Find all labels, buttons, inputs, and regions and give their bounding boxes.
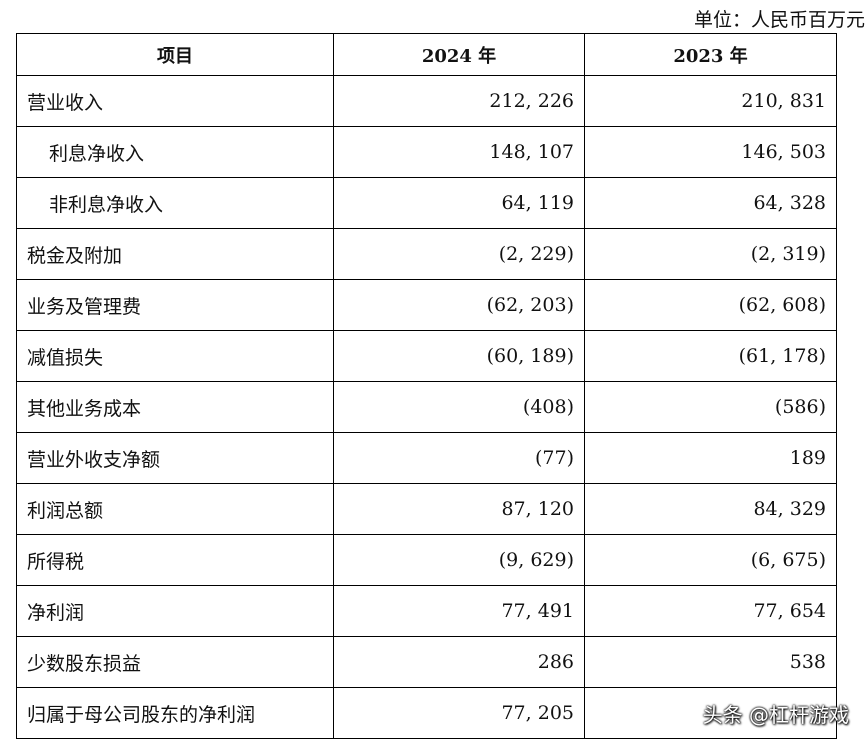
row-label: 税金及附加 [16,228,334,280]
value-2023: (61, 178) [584,330,837,382]
value-2024: 64, 119 [333,177,585,229]
table-row: 净利润 77, 491 77, 654 [16,585,837,637]
table-row: 营业外收支净额 (77) 189 [16,432,837,484]
value-2023: 77, 654 [584,585,837,637]
value-2024: (62, 203) [333,279,585,331]
value-2023: 84, 329 [584,483,837,535]
value-2024: 77, 491 [333,585,585,637]
value-2024: (9, 629) [333,534,585,586]
value-2024: 77, 205 [333,687,585,739]
value-2023: 210, 831 [584,75,837,127]
row-label: 减值损失 [16,330,334,382]
value-2023: (586) [584,381,837,433]
table-row: 营业收入 212, 226 210, 831 [16,75,837,127]
table-row: 税金及附加 (2, 229) (2, 319) [16,228,837,280]
row-label: 利润总额 [16,483,334,535]
value-2024: (2, 229) [333,228,585,280]
value-2024: (408) [333,381,585,433]
value-2024: (77) [333,432,585,484]
value-2023: (6, 675) [584,534,837,586]
table-row: 少数股东损益 286 538 [16,636,837,688]
value-2023: 64, 328 [584,177,837,229]
row-label: 所得税 [16,534,334,586]
row-label: 营业收入 [16,75,334,127]
row-label: 利息净收入 [16,126,334,178]
row-label: 营业外收支净额 [16,432,334,484]
value-2024: (60, 189) [333,330,585,382]
table-row: 业务及管理费 (62, 203) (62, 608) [16,279,837,331]
header-2024: 2024 年 [333,33,585,76]
row-label: 少数股东损益 [16,636,334,688]
value-2023: 189 [584,432,837,484]
table-header-row: 项目 2024 年 2023 年 [16,33,837,76]
table-row: 归属于母公司股东的净利润 77, 205 [16,687,837,739]
value-2023: (62, 608) [584,279,837,331]
row-label: 业务及管理费 [16,279,334,331]
unit-label: 单位：人民币百万元 [693,9,865,31]
value-2023 [584,687,837,739]
table-row: 所得税 (9, 629) (6, 675) [16,534,837,586]
value-2024: 286 [333,636,585,688]
row-label: 归属于母公司股东的净利润 [16,687,334,739]
table-row: 利息净收入 148, 107 146, 503 [16,126,837,178]
table-body: 营业收入 212, 226 210, 831 利息净收入 148, 107 146, 50… [16,75,837,739]
table-row: 其他业务成本 (408) (586) [16,381,837,433]
row-label: 非利息净收入 [16,177,334,229]
value-2023: 146, 503 [584,126,837,178]
table-row: 利润总额 87, 120 84, 329 [16,483,837,535]
row-label: 其他业务成本 [16,381,334,433]
value-2024: 148, 107 [333,126,585,178]
row-label: 净利润 [16,585,334,637]
value-2024: 212, 226 [333,75,585,127]
table-row: 减值损失 (60, 189) (61, 178) [16,330,837,382]
value-2023: (2, 319) [584,228,837,280]
header-2023: 2023 年 [584,33,837,76]
table-row: 非利息净收入 64, 119 64, 328 [16,177,837,229]
header-item: 项目 [16,33,334,76]
income-statement-table: 项目 2024 年 2023 年 营业收入 212, 226 210, 831 利息净… [16,33,837,739]
value-2023: 538 [584,636,837,688]
value-2024: 87, 120 [333,483,585,535]
watermark: 头条 @杠杆游戏 [702,703,849,727]
